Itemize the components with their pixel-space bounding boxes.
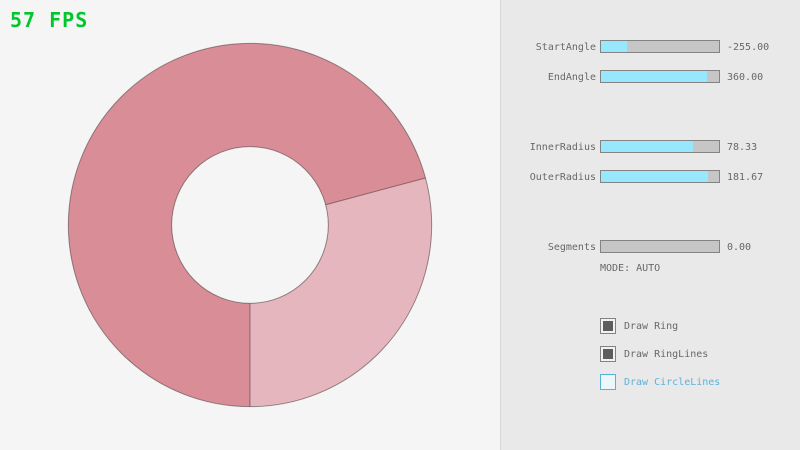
end-angle-slider[interactable] [600,70,720,83]
segments-mode-label: MODE: AUTO [600,263,661,274]
inner-radius-slider-fill [601,141,694,152]
start-angle-slider[interactable] [600,40,720,53]
draw-ring-checkbox-row: Draw Ring [501,318,800,334]
start-angle-label: StartAngle [535,42,596,53]
outer-radius-slider-fill [601,171,709,182]
segments-label: Segments [547,242,596,253]
inner-radius-row: InnerRadius 78.33 [501,140,800,154]
end-angle-label: EndAngle [547,72,596,83]
inner-radius-label: InnerRadius [529,142,596,153]
draw-ring-checkbox[interactable] [600,318,616,334]
outer-radius-label: OuterRadius [529,172,596,183]
draw-ringlines-checkbox-row: Draw RingLines [501,346,800,362]
draw-ringlines-checkbox-label: Draw RingLines [624,349,709,360]
inner-radius-slider[interactable] [600,140,720,153]
segments-row: Segments 0.00 [501,240,800,254]
segments-slider[interactable] [600,240,720,253]
ring-single-pass-wedge [250,177,432,407]
start-angle-slider-fill [601,41,627,52]
segments-value: 0.00 [727,242,752,253]
draw-circlelines-checkbox-row: Draw CircleLines [501,374,800,390]
ring-chart [67,42,433,408]
draw-ringlines-checkbox[interactable] [600,346,616,362]
start-angle-value: -255.00 [727,42,770,53]
draw-circlelines-checkbox-label: Draw CircleLines [624,377,721,388]
outer-radius-value: 181.67 [727,172,764,183]
draw-circlelines-checkbox[interactable] [600,374,616,390]
inner-radius-value: 78.33 [727,142,758,153]
outer-radius-slider[interactable] [600,170,720,183]
fps-counter: 57 FPS [10,8,89,32]
end-angle-slider-fill [601,71,708,82]
ring-radial-lines [249,177,426,407]
end-angle-value: 360.00 [727,72,764,83]
end-angle-row: EndAngle 360.00 [501,70,800,84]
ring-inner-outline [171,146,329,304]
control-panel: StartAngle -255.00 EndAngle 360.00 Inner… [500,0,800,450]
ring-outer-outline [67,42,433,408]
start-angle-row: StartAngle -255.00 [501,40,800,54]
outer-radius-row: OuterRadius 181.67 [501,170,800,184]
draw-ring-checkbox-label: Draw Ring [624,321,679,332]
